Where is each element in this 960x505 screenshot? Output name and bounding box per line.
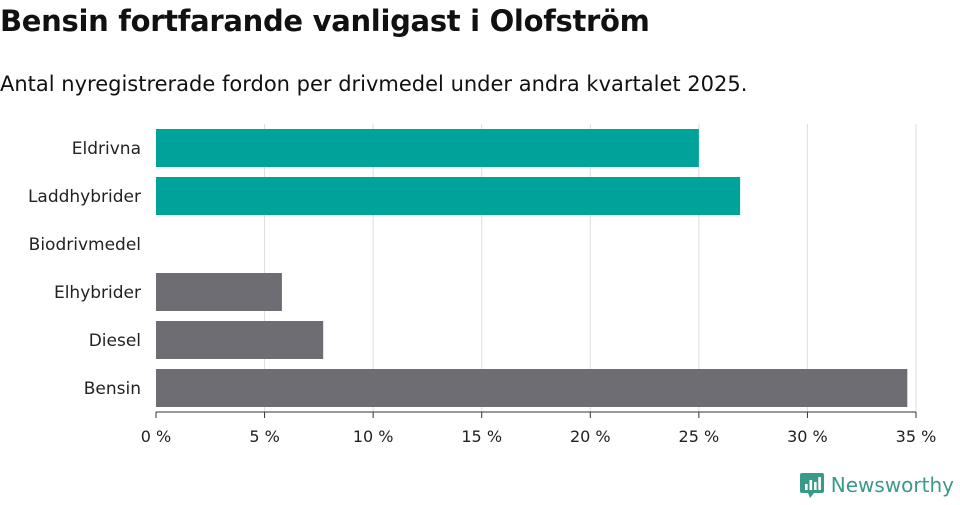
x-tick-label: 20 % [570, 427, 611, 446]
brand-name: Newsworthy [830, 473, 954, 497]
x-tick-label: 5 % [249, 427, 279, 446]
category-label: Diesel [89, 331, 141, 351]
bar-elhybrider [156, 273, 282, 311]
chart-title: Bensin fortfarande vanligast i Olofström [0, 4, 650, 38]
grid-lines [264, 124, 917, 412]
category-labels: Eldrivna Laddhybrider Biodrivmedel Elhybrid… [28, 139, 141, 399]
x-axis: 0 % 5 % 10 % 15 % 20 % 25 % 30 % 35 % [141, 411, 937, 446]
x-tick-label: 10 % [353, 427, 394, 446]
chart-subtitle: Antal nyregistrerade fordon per drivmede… [0, 72, 748, 96]
category-label: Bensin [84, 379, 141, 399]
category-label: Biodrivmedel [29, 235, 141, 255]
x-tick-label: 35 % [896, 427, 937, 446]
x-tick-label: 0 % [141, 427, 171, 446]
category-label: Laddhybrider [28, 187, 141, 207]
bar-diesel [156, 321, 324, 359]
category-label: Eldrivna [72, 139, 141, 159]
bar-eldrivna [156, 129, 699, 167]
newsworthy-logo-icon [799, 473, 824, 498]
bar-laddhybrider [156, 177, 741, 215]
bar-bensin [156, 369, 908, 407]
bars [156, 129, 908, 407]
x-tick-label: 25 % [679, 427, 720, 446]
x-tick-label: 30 % [787, 427, 828, 446]
brand-logo: Newsworthy [799, 471, 954, 499]
x-tick-label: 15 % [461, 427, 502, 446]
category-label: Elhybrider [54, 283, 141, 303]
